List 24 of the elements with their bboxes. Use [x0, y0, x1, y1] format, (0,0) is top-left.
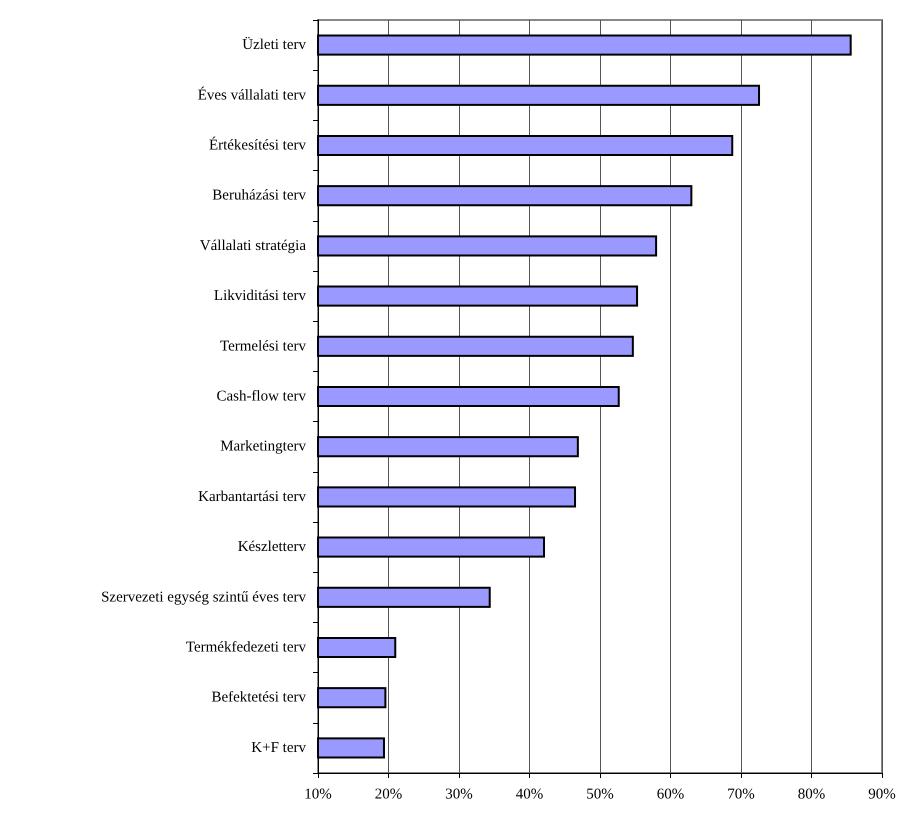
y-tick-label: Üzleti terv — [242, 36, 306, 54]
x-tick-label: 50% — [586, 786, 614, 802]
y-tick-label: K+F terv — [251, 740, 306, 756]
y-tick-label: Befektetési terv — [211, 690, 306, 706]
x-tick-label: 30% — [445, 786, 473, 802]
x-tick-label: 40% — [516, 786, 544, 802]
y-tick-label: Termelési terv — [220, 338, 306, 354]
y-tick-label: Karbantartási terv — [198, 488, 306, 505]
y-tick-label: Szervezeti egység szintű éves terv — [101, 589, 306, 606]
x-tick-label: 20% — [374, 786, 402, 802]
y-tick-label: Készletterv — [238, 539, 306, 556]
y-tick-label: Marketingterv — [220, 438, 306, 455]
x-tick-label: 80% — [798, 786, 826, 802]
x-tick-label: 10% — [304, 786, 332, 802]
y-tick-label: Termékfedezeti terv — [186, 640, 306, 656]
y-tick-label: Vállalati stratégia — [200, 238, 306, 254]
x-tick-label: 70% — [727, 786, 755, 802]
y-tick-label: Éves vállalati terv — [198, 86, 306, 104]
x-tick-label: 90% — [868, 786, 896, 802]
y-tick-label: Cash-flow terv — [216, 388, 306, 404]
y-tick-label: Likviditási terv — [214, 288, 306, 304]
x-tick-label: 60% — [656, 786, 684, 802]
y-tick-label: Értékesítési terv — [208, 136, 306, 154]
y-tick-label: Beruházási terv — [212, 188, 306, 204]
